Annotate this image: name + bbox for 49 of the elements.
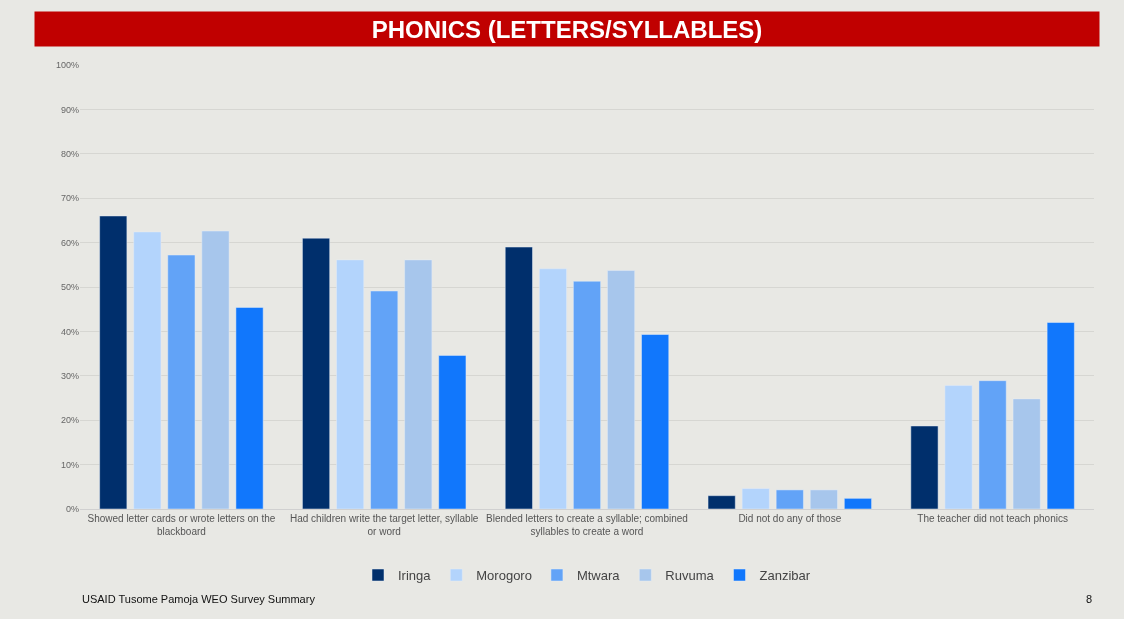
x-tick-label: Blended letters to create a syllable; combined syllables to create a word	[486, 513, 688, 537]
bar	[99, 215, 128, 509]
y-tick-label: 0%	[65, 504, 79, 515]
legend-label: Mtwara	[576, 568, 621, 584]
bar	[978, 380, 1007, 509]
bar	[641, 334, 670, 509]
bar	[133, 231, 162, 509]
bar	[302, 237, 330, 509]
y-tick-label: 80%	[60, 148, 79, 159]
y-tick-label: 100%	[55, 60, 79, 71]
y-tick-label: 60%	[60, 237, 79, 248]
legend-label: Zanzibar	[759, 568, 811, 584]
y-tick-label: 30%	[60, 370, 79, 381]
x-tick-label: Had children write the target letter, syllable or word	[289, 513, 479, 537]
bar	[944, 385, 973, 509]
bar	[438, 355, 467, 509]
y-tick-label: 40%	[60, 326, 79, 337]
bar	[235, 307, 264, 509]
text: 8	[1086, 593, 1093, 605]
x-tick-label: Showed letter cards or wrote letters on the blackboard	[87, 513, 276, 537]
x-tick-label: Did not do any of those	[738, 513, 842, 524]
bar	[504, 246, 533, 509]
bar	[336, 259, 365, 509]
legend-label: Morogoro	[476, 568, 532, 584]
y-tick-label: 50%	[60, 282, 79, 293]
text: USAID Tusome Pamoja WEO Survey Summary	[82, 593, 316, 605]
bar	[167, 254, 196, 509]
bar	[404, 259, 433, 509]
y-tick-label: 10%	[60, 459, 79, 470]
bar	[607, 270, 635, 509]
bar	[775, 489, 804, 509]
y-tick-label: 20%	[60, 415, 79, 426]
y-tick-label: 90%	[60, 104, 79, 115]
y-tick-label: 70%	[60, 193, 79, 204]
bar	[910, 425, 939, 509]
bar	[539, 268, 567, 509]
legend-label: Ruvuma	[665, 568, 715, 584]
bar	[844, 498, 872, 509]
bar	[809, 489, 838, 509]
x-tick-label: The teacher did not teach phonics	[917, 513, 1068, 524]
bar	[707, 495, 736, 509]
legend-label: Iringa	[398, 568, 432, 584]
bar	[370, 290, 399, 509]
bar	[573, 280, 601, 509]
bar	[741, 488, 770, 509]
bar	[1012, 398, 1041, 509]
chart-title: PHONICS (LETTERS/SYLLABLES)	[371, 15, 763, 43]
bar	[1046, 322, 1075, 509]
bar	[201, 230, 230, 509]
